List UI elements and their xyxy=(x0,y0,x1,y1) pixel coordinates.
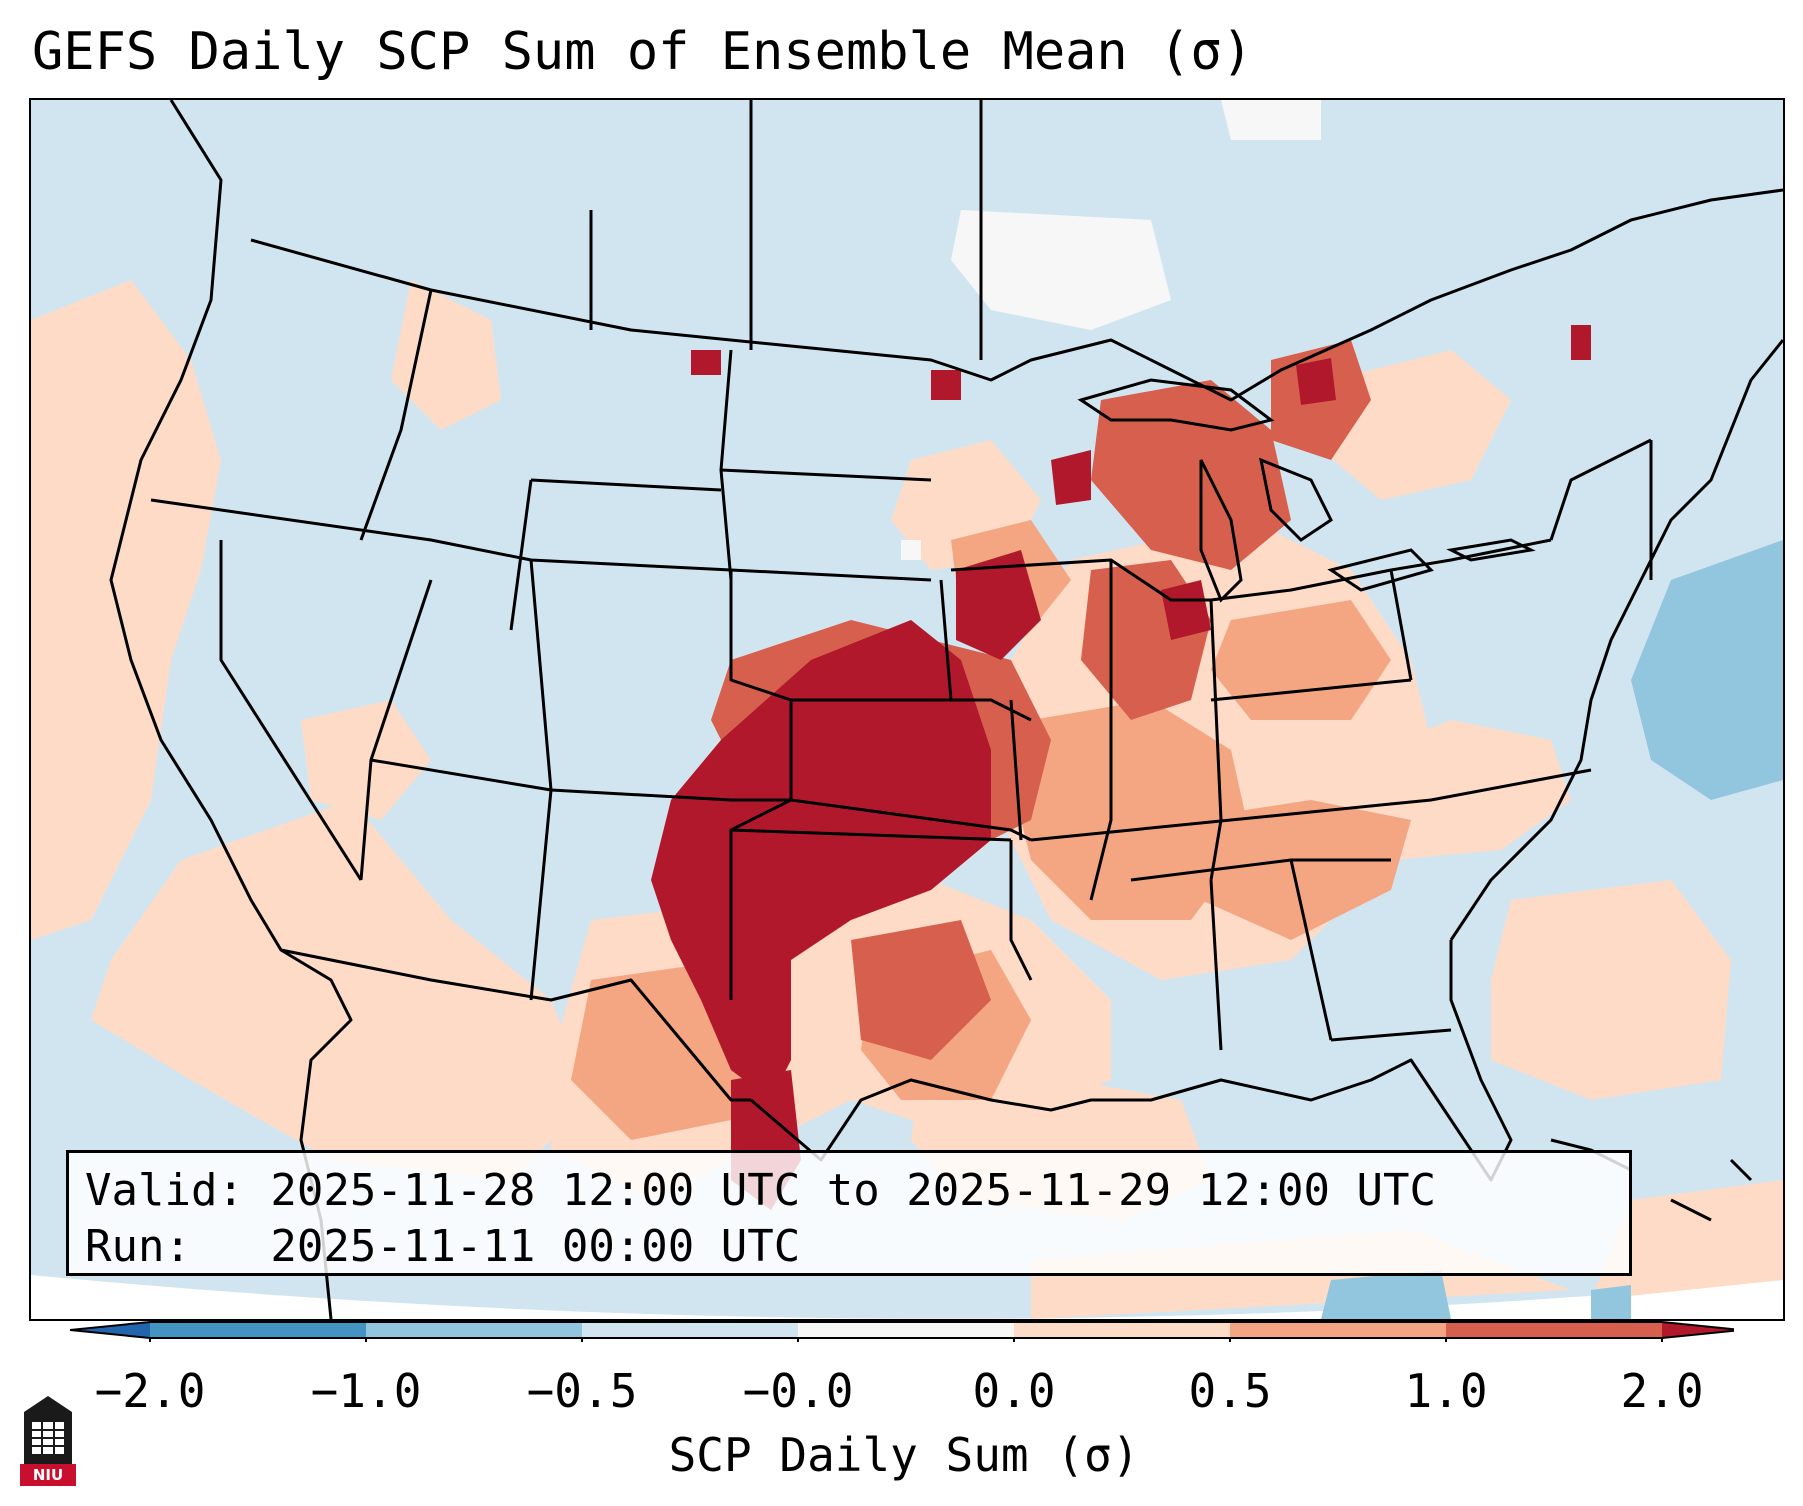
field-mid-positive xyxy=(571,520,1411,1140)
colorbar-segment-0 xyxy=(150,1322,366,1338)
map-title: GEFS Daily SCP Sum of Ensemble Mean (σ) xyxy=(32,22,1253,82)
colorbar-segment-5 xyxy=(1230,1322,1446,1338)
logo-text: NIU xyxy=(20,1464,76,1486)
valid-line: Valid: 2025-11-28 12:00 UTC to 2025-11-2… xyxy=(85,1165,1437,1216)
colorbar-segment-1 xyxy=(366,1322,582,1338)
colorbar-label: SCP Daily Sum (σ) xyxy=(668,1428,1140,1482)
colorbar-segment-3 xyxy=(798,1322,1014,1338)
colorbar-tick-6: 1.0 xyxy=(1404,1364,1488,1418)
colorbar-segment-6 xyxy=(1446,1322,1662,1338)
valid-time-box: Valid: 2025-11-28 12:00 UTC to 2025-11-2… xyxy=(66,1150,1632,1276)
run-line: Run: 2025-11-11 00:00 UTC xyxy=(85,1221,801,1272)
state-borders xyxy=(109,100,1783,1319)
colorbar-tick-1: −1.0 xyxy=(310,1364,422,1418)
map-canvas xyxy=(31,100,1783,1319)
niu-logo: NIU xyxy=(20,1394,76,1486)
colorbar-tick-3: −0.0 xyxy=(742,1364,854,1418)
colorbar-tick-2: −0.5 xyxy=(526,1364,638,1418)
colorbar-tick-4: 0.0 xyxy=(972,1364,1056,1418)
colorbar-segment-2 xyxy=(582,1322,798,1338)
colorbar-tick-7: 2.0 xyxy=(1620,1364,1704,1418)
map-frame xyxy=(29,98,1785,1321)
colorbar-over-arrow xyxy=(1662,1322,1734,1338)
colorbar-under-arrow xyxy=(70,1322,150,1338)
castle-icon xyxy=(24,1396,72,1464)
colorbar-segment-4 xyxy=(1014,1322,1230,1338)
colorbar-tick-0: −2.0 xyxy=(94,1364,206,1418)
field-near-zero xyxy=(901,100,1321,560)
great-lakes xyxy=(1077,378,1536,603)
colorbar xyxy=(70,1321,1734,1342)
colorbar-tick-5: 0.5 xyxy=(1188,1364,1272,1418)
field-light-negative xyxy=(1321,540,1783,1319)
projection-edge xyxy=(31,1275,1783,1319)
